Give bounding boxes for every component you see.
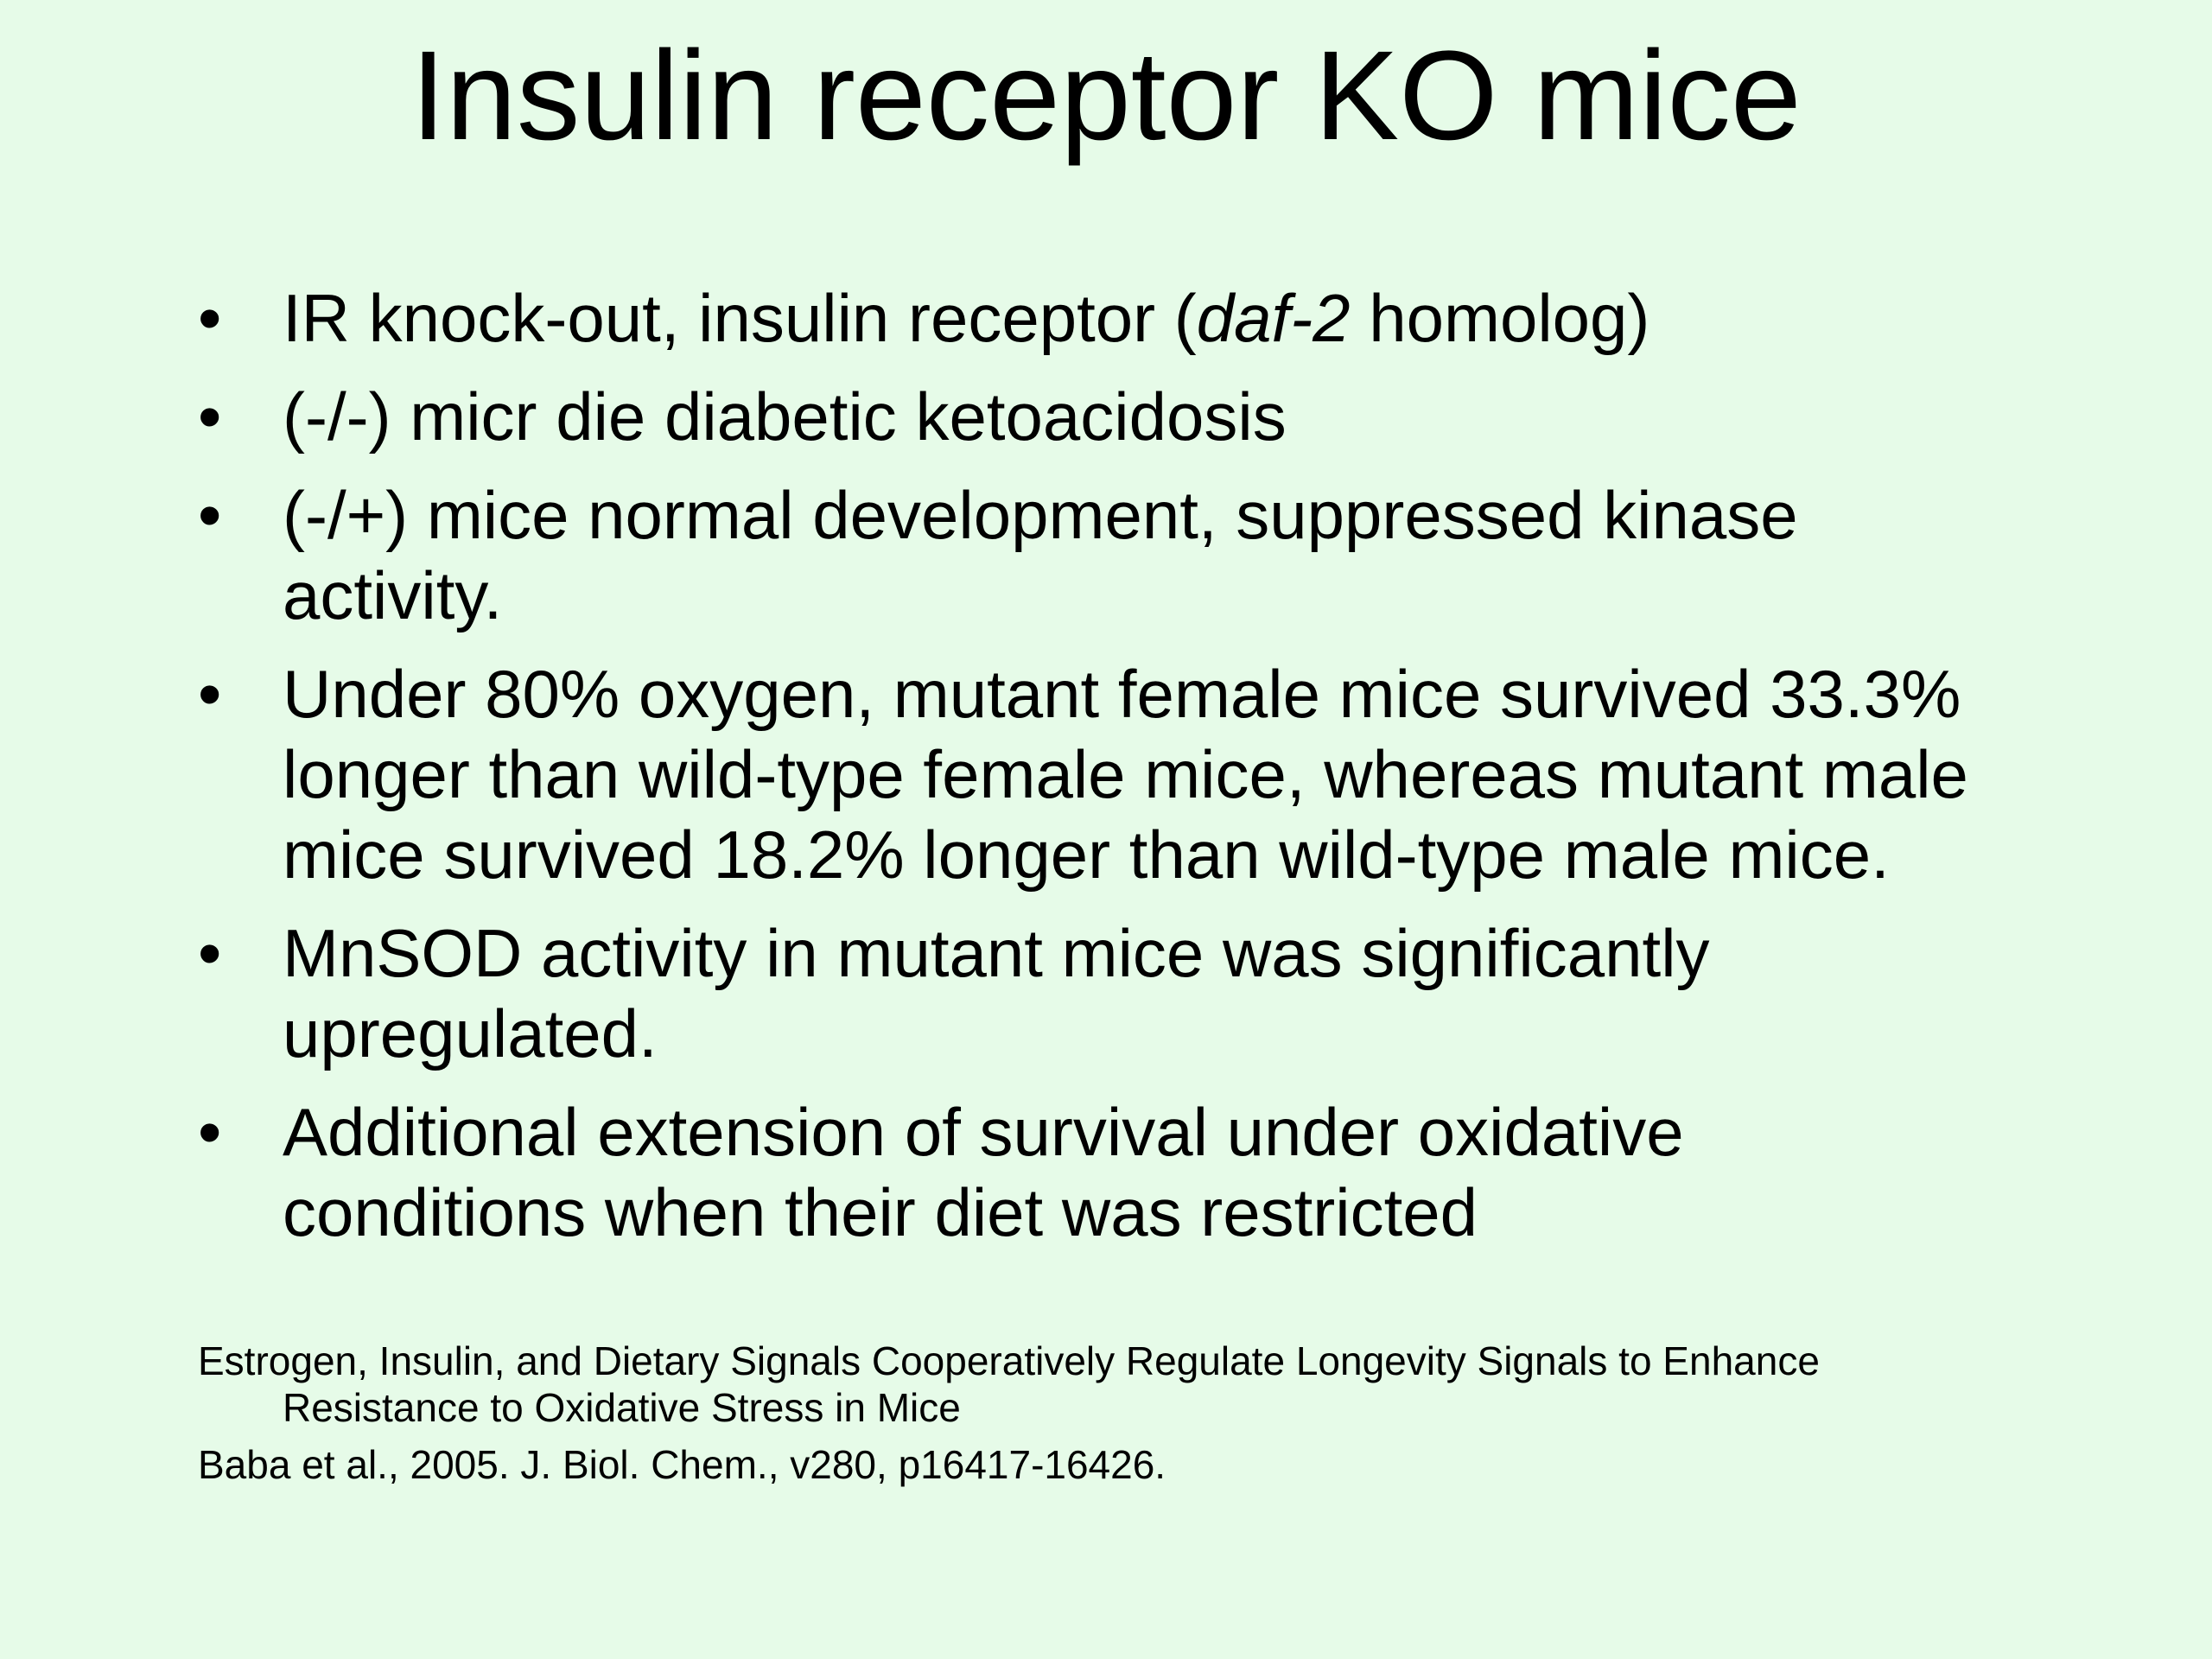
bullet-text: Additional extension of survival under o…	[283, 1094, 1684, 1250]
slide-title: Insulin receptor KO mice	[410, 25, 1802, 167]
bullet-list: IR knock-out, insulin receptor (daf-2 ho…	[198, 278, 1978, 1271]
bullet: MnSOD activity in mutant mice was signif…	[198, 913, 1978, 1074]
reference: Estrogen, Insulin, and Dietary Signals C…	[198, 1338, 1820, 1430]
bullet: Under 80% oxygen, mutant female mice sur…	[198, 654, 1978, 895]
bullet-text: (-/-) micr die diabetic ketoacidosis	[283, 378, 1287, 454]
bullet-text: IR knock-out, insulin receptor (	[283, 280, 1197, 356]
bullet-text: Under 80% oxygen, mutant female mice sur…	[283, 656, 1968, 893]
bullet: IR knock-out, insulin receptor (daf-2 ho…	[198, 278, 1978, 359]
references: Estrogen, Insulin, and Dietary Signals C…	[198, 1338, 1961, 1498]
reference: Baba et al., 2005. J. Biol. Chem., v280,…	[198, 1442, 1166, 1487]
gene-name: daf-2	[1196, 280, 1351, 356]
bullet: (-/-) micr die diabetic ketoacidosis	[198, 377, 1978, 457]
bullet-text: homolog)	[1350, 280, 1650, 356]
bullet: Additional extension of survival under o…	[198, 1092, 1978, 1253]
bullet-text: (-/+) mice normal development, suppresse…	[283, 477, 1798, 633]
bullet-text: MnSOD activity in mutant mice was signif…	[283, 915, 1710, 1071]
bullet: (-/+) mice normal development, suppresse…	[198, 475, 1978, 636]
